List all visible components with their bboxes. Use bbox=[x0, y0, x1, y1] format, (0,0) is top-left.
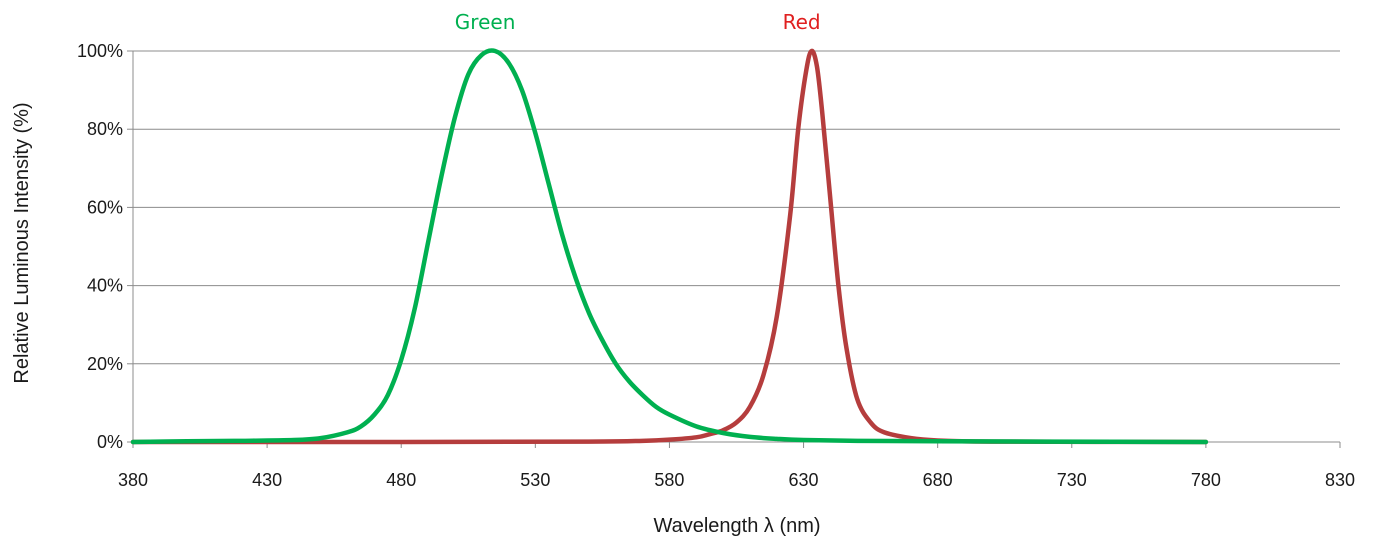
y-tick-labels: 0% 20% 40% 60% 80% 100% bbox=[77, 41, 123, 452]
x-tick-label: 630 bbox=[789, 470, 819, 490]
series-labels: Green Red bbox=[455, 10, 821, 34]
x-tick-label: 580 bbox=[654, 470, 684, 490]
y-tick-label: 60% bbox=[87, 197, 123, 217]
series-label-red: Red bbox=[783, 10, 821, 34]
x-tick-label: 680 bbox=[923, 470, 953, 490]
axes bbox=[127, 50, 1341, 448]
series-line-red bbox=[130, 48, 1209, 445]
x-tick-label: 530 bbox=[520, 470, 550, 490]
y-tick-label: 80% bbox=[87, 119, 123, 139]
x-tick-label: 430 bbox=[252, 470, 282, 490]
x-tick-labels: 380 430 480 530 580 630 680 730 780 830 bbox=[118, 470, 1355, 490]
x-tick-label: 730 bbox=[1057, 470, 1087, 490]
x-tick-label: 380 bbox=[118, 470, 148, 490]
x-axis-title: Wavelength λ (nm) bbox=[653, 515, 820, 537]
y-axis-title: Relative Luminous Intensity (%) bbox=[11, 102, 33, 383]
y-tick-label: 20% bbox=[87, 354, 123, 374]
y-tick-label: 0% bbox=[97, 432, 123, 452]
y-tick-label: 40% bbox=[87, 276, 123, 296]
y-tick-label: 100% bbox=[77, 41, 123, 61]
x-tick-label: 780 bbox=[1191, 470, 1221, 490]
grid-lines bbox=[133, 50, 1340, 365]
series-label-green: Green bbox=[455, 10, 516, 34]
series-line-green bbox=[130, 48, 1209, 445]
x-tick-label: 830 bbox=[1325, 470, 1355, 490]
series-lines bbox=[130, 48, 1209, 445]
x-tick-label: 480 bbox=[386, 470, 416, 490]
